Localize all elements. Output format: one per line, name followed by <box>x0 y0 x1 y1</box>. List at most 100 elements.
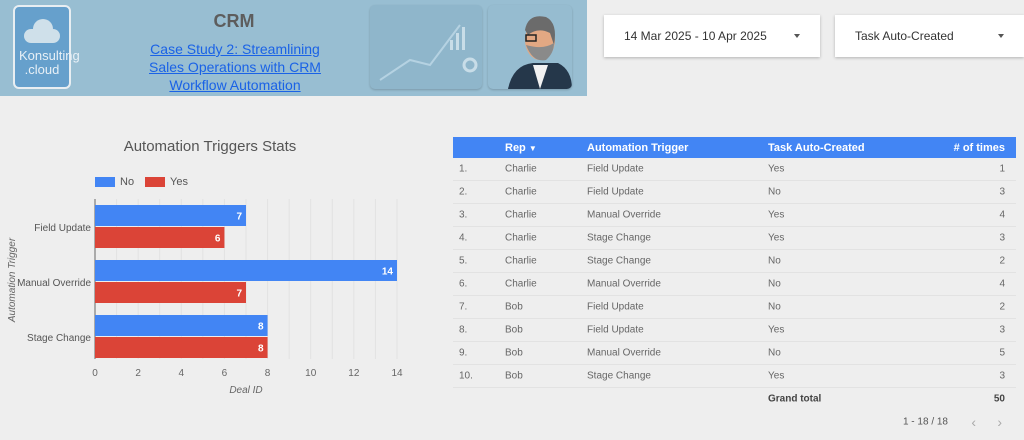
logo-text: Konsulting .cloud <box>19 48 80 77</box>
data-label: 8 <box>258 322 264 333</box>
row-index: 8. <box>459 324 468 336</box>
task-cell: No <box>768 301 781 313</box>
row-index: 3. <box>459 209 468 221</box>
task-cell: Yes <box>768 232 785 244</box>
count-cell: 3 <box>999 324 1005 336</box>
rep-cell: Charlie <box>505 232 537 244</box>
row-index: 7. <box>459 301 468 313</box>
rep-cell: Charlie <box>505 163 537 175</box>
data-label: 6 <box>215 234 221 245</box>
rep-cell: Bob <box>505 324 523 336</box>
prev-page-icon[interactable]: ‹ <box>971 414 976 430</box>
task-cell: No <box>768 347 781 359</box>
caret-down-icon: ▼ <box>528 143 537 153</box>
legend-swatch-yes <box>145 177 165 187</box>
count-cell: 3 <box>999 232 1005 244</box>
x-tick-label: 8 <box>265 368 271 379</box>
table-header: Rep ▼ Automation Trigger Task Auto-Creat… <box>453 137 1016 158</box>
next-page-icon[interactable]: › <box>997 414 1002 430</box>
count-cell: 2 <box>999 255 1005 267</box>
bar-no <box>95 205 246 226</box>
table-row[interactable]: 7. Bob Field Update No 2 <box>453 296 1016 319</box>
task-cell: Yes <box>768 324 785 336</box>
trigger-cell: Field Update <box>587 163 644 175</box>
data-label: 7 <box>236 212 242 223</box>
rep-cell: Bob <box>505 347 523 359</box>
pagination-label: 1 - 18 / 18 <box>902 416 948 428</box>
task-auto-created-filter[interactable]: Task Auto-Created <box>835 15 1024 57</box>
bar-no <box>95 260 397 281</box>
dropdown-arrow-icon <box>794 34 800 38</box>
row-index: 5. <box>459 255 468 267</box>
count-cell: 4 <box>999 278 1005 290</box>
count-cell: 3 <box>999 370 1005 382</box>
header-banner: Konsulting .cloud CRM Case Study 2: Stre… <box>0 0 587 96</box>
cloud-icon <box>24 19 60 43</box>
data-table: Rep ▼ Automation Trigger Task Auto-Creat… <box>453 137 1016 434</box>
row-index: 2. <box>459 186 468 198</box>
dropdown-arrow-icon <box>998 34 1004 38</box>
table-row[interactable]: 9. Bob Manual Override No 5 <box>453 342 1016 365</box>
data-label: 14 <box>382 267 394 278</box>
rep-cell: Bob <box>505 301 523 313</box>
bar-no <box>95 315 268 336</box>
date-range-value: 14 Mar 2025 - 10 Apr 2025 <box>624 29 767 43</box>
trigger-cell: Manual Override <box>587 278 661 290</box>
table-row[interactable]: 1. Charlie Field Update Yes 1 <box>453 158 1016 181</box>
trigger-cell: Manual Override <box>587 209 661 221</box>
x-tick-label: 0 <box>92 368 98 379</box>
task-cell: No <box>768 186 781 198</box>
row-index: 4. <box>459 232 468 244</box>
x-tick-label: 10 <box>305 368 317 379</box>
column-header-trigger[interactable]: Automation Trigger <box>587 141 689 154</box>
konsulting-logo: Konsulting .cloud <box>13 5 80 89</box>
task-cell: Yes <box>768 370 785 382</box>
table-row[interactable]: 3. Charlie Manual Override Yes 4 <box>453 204 1016 227</box>
column-header-count[interactable]: # of times <box>953 141 1005 154</box>
task-cell: No <box>768 255 781 267</box>
table-row[interactable]: 8. Bob Field Update Yes 3 <box>453 319 1016 342</box>
trigger-cell: Manual Override <box>587 347 661 359</box>
table-row[interactable]: 4. Charlie Stage Change Yes 3 <box>453 227 1016 250</box>
count-cell: 5 <box>999 347 1005 359</box>
y-tick-label: Field Update <box>34 223 91 234</box>
table-row[interactable]: 2. Charlie Field Update No 3 <box>453 181 1016 204</box>
task-cell: No <box>768 278 781 290</box>
grand-total-row: Grand total 50 <box>453 388 1016 410</box>
x-tick-label: 14 <box>391 368 403 379</box>
pagination: 1 - 18 / 18 ‹ › <box>453 410 1016 434</box>
row-index: 1. <box>459 163 468 175</box>
y-tick-label: Stage Change <box>27 333 91 344</box>
case-study-link[interactable]: Case Study 2: Streamlining Sales Operati… <box>149 41 321 93</box>
grand-total-value: 50 <box>993 393 1005 405</box>
table-row[interactable]: 6. Charlie Manual Override No 4 <box>453 273 1016 296</box>
legend-label-yes: Yes <box>170 176 188 188</box>
growth-chart-image <box>370 5 482 89</box>
rep-cell: Charlie <box>505 278 537 290</box>
legend-no[interactable]: No <box>95 176 134 188</box>
trigger-cell: Stage Change <box>587 232 651 244</box>
data-label: 8 <box>258 344 264 355</box>
legend-yes[interactable]: Yes <box>145 176 188 188</box>
table-row[interactable]: 10. Bob Stage Change Yes 3 <box>453 365 1016 388</box>
trigger-cell: Field Update <box>587 301 644 313</box>
count-cell: 2 <box>999 301 1005 313</box>
x-tick-label: 6 <box>222 368 228 379</box>
column-header-task[interactable]: Task Auto-Created <box>768 141 865 154</box>
column-header-rep[interactable]: Rep ▼ <box>505 141 537 154</box>
bar-yes <box>95 337 268 358</box>
row-index: 10. <box>459 370 473 382</box>
task-cell: Yes <box>768 163 785 175</box>
data-label: 7 <box>236 289 242 300</box>
count-cell: 3 <box>999 186 1005 198</box>
legend-label-no: No <box>120 176 135 188</box>
date-range-picker[interactable]: 14 Mar 2025 - 10 Apr 2025 <box>604 15 820 57</box>
rep-cell: Charlie <box>505 209 537 221</box>
x-tick-label: 4 <box>179 368 185 379</box>
rep-cell: Bob <box>505 370 523 382</box>
chart-title: Automation Triggers Stats <box>123 138 297 155</box>
table-row[interactable]: 5. Charlie Stage Change No 2 <box>453 250 1016 273</box>
trigger-cell: Stage Change <box>587 370 651 382</box>
bar-yes <box>95 227 225 248</box>
y-axis-title: Automation Trigger <box>7 237 18 323</box>
